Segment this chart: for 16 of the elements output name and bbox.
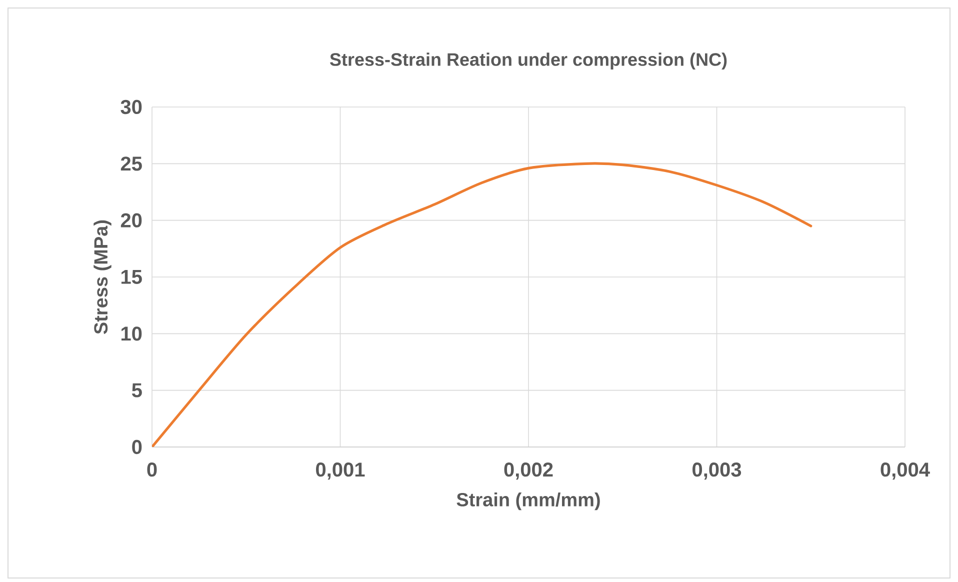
y-tick-label: 5 xyxy=(132,383,142,398)
line-series xyxy=(152,162,812,447)
x-tick-label: 0,003 xyxy=(692,462,742,480)
x-axis-title: Strain (mm/mm) xyxy=(456,492,600,510)
chart-title: Stress-Strain Reation under compression (NC) xyxy=(330,52,727,70)
y-tick-label: 30 xyxy=(120,100,142,114)
y-tick-label: 10 xyxy=(121,326,142,341)
y-axis-title: Stress (MPa) xyxy=(94,220,112,334)
x-tick-label: 0,001 xyxy=(316,462,365,480)
x-tick-label: 0,002 xyxy=(504,462,553,480)
x-tick-label: 0,004 xyxy=(880,462,930,480)
y-tick-label: 25 xyxy=(120,156,142,171)
y-tick-label: 15 xyxy=(121,270,142,284)
y-tick-label: 0 xyxy=(132,440,142,454)
y-tick-label: 20 xyxy=(120,213,142,228)
x-tick-label: 0 xyxy=(147,462,157,477)
